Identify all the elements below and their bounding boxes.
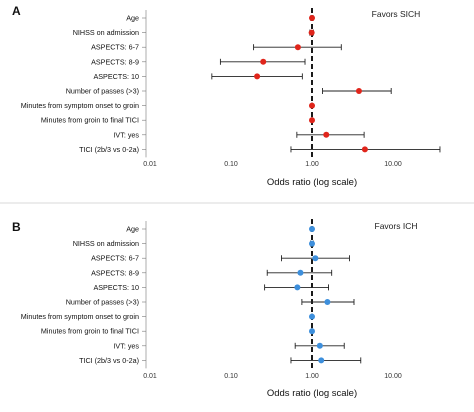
row-4: ASPECTS: 8-9: [91, 57, 306, 66]
row-label: Minutes from symptom onset to groin: [21, 312, 139, 321]
row-1: Age: [126, 225, 315, 234]
row-label: ASPECTS: 6-7: [91, 43, 139, 52]
favors-annotation: Favors SICH: [372, 9, 421, 19]
point-estimate: [297, 269, 304, 276]
x-axis-label: Odds ratio (log scale): [267, 388, 357, 399]
x-tick-label: 1.00: [305, 161, 319, 168]
row-2: NIHSS on admission: [73, 28, 315, 37]
row-label: ASPECTS: 10: [93, 283, 139, 292]
row-1: Age: [126, 14, 315, 23]
panel-b: B Favors ICH Age NIHSS on admission ASPECTS:…: [12, 219, 417, 399]
point-estimate: [254, 73, 261, 80]
point-estimate: [318, 357, 325, 364]
point-estimate: [309, 102, 315, 109]
point-estimate: [355, 88, 362, 94]
row-10: TICI (2b/3 vs 0-2a): [79, 145, 441, 154]
point-estimate: [309, 240, 315, 247]
row-7: Minutes from symptom onset to groin: [21, 312, 315, 321]
panel-letter: A: [12, 4, 21, 18]
row-8: Minutes from groin to final TICI: [41, 116, 315, 125]
row-label: ASPECTS: 8-9: [91, 57, 139, 66]
row-2: NIHSS on admission: [73, 239, 315, 248]
row-label: IVT: yes: [113, 130, 139, 139]
row-label: Minutes from symptom onset to groin: [21, 101, 139, 110]
row-label: NIHSS on admission: [73, 28, 139, 37]
point-estimate: [309, 328, 315, 335]
x-tick-label: 0.10: [224, 373, 238, 380]
row-label: Age: [126, 225, 139, 234]
row-9: IVT: yes: [113, 341, 345, 350]
row-7: Minutes from symptom onset to groin: [21, 101, 315, 110]
point-estimate: [324, 299, 331, 305]
point-estimate: [316, 342, 323, 349]
x-tick-label: 10.00: [384, 161, 402, 168]
x-tick-label: 1.00: [305, 373, 319, 380]
row-label: TICI (2b/3 vs 0-2a): [79, 145, 139, 154]
row-10: TICI (2b/3 vs 0-2a): [79, 356, 362, 365]
x-tick-label: 0.10: [224, 161, 238, 168]
point-estimate: [309, 15, 315, 21]
panel-a: A Favors SICH Age NIHSS on admission ASPECTS…: [12, 4, 441, 188]
x-tick-label: 10.00: [384, 373, 402, 380]
row-6: Number of passes (>3): [66, 87, 392, 96]
point-estimate: [260, 58, 267, 65]
point-estimate: [309, 117, 315, 124]
x-tick-label: 0.01: [143, 161, 157, 168]
row-6: Number of passes (>3): [66, 298, 355, 307]
row-label: ASPECTS: 8-9: [91, 268, 139, 277]
point-estimate: [309, 313, 315, 320]
row-5: ASPECTS: 10: [93, 72, 303, 81]
row-4: ASPECTS: 8-9: [91, 268, 333, 277]
point-estimate: [294, 284, 301, 291]
point-estimate: [309, 226, 315, 232]
point-estimate: [308, 29, 315, 36]
row-label: ASPECTS: 6-7: [91, 254, 139, 263]
x-axis-label: Odds ratio (log scale): [267, 177, 357, 188]
favors-annotation: Favors ICH: [375, 221, 418, 231]
row-label: Age: [126, 14, 139, 23]
row-label: TICI (2b/3 vs 0-2a): [79, 356, 139, 365]
row-label: ASPECTS: 10: [93, 72, 139, 81]
row-5: ASPECTS: 10: [93, 283, 329, 292]
row-label: NIHSS on admission: [73, 239, 139, 248]
point-estimate: [312, 255, 319, 262]
row-3: ASPECTS: 6-7: [91, 254, 350, 263]
point-estimate: [294, 44, 301, 51]
row-3: ASPECTS: 6-7: [91, 43, 342, 52]
row-label: Minutes from groin to final TICI: [41, 116, 139, 125]
x-tick-label: 0.01: [143, 373, 157, 380]
point-estimate: [323, 131, 330, 138]
point-estimate: [361, 146, 368, 153]
row-label: IVT: yes: [113, 341, 139, 350]
panel-letter: B: [12, 220, 21, 234]
row-label: Number of passes (>3): [66, 298, 139, 307]
row-label: Minutes from groin to final TICI: [41, 327, 139, 336]
row-label: Number of passes (>3): [66, 87, 139, 96]
row-8: Minutes from groin to final TICI: [41, 327, 315, 336]
row-9: IVT: yes: [113, 130, 365, 139]
